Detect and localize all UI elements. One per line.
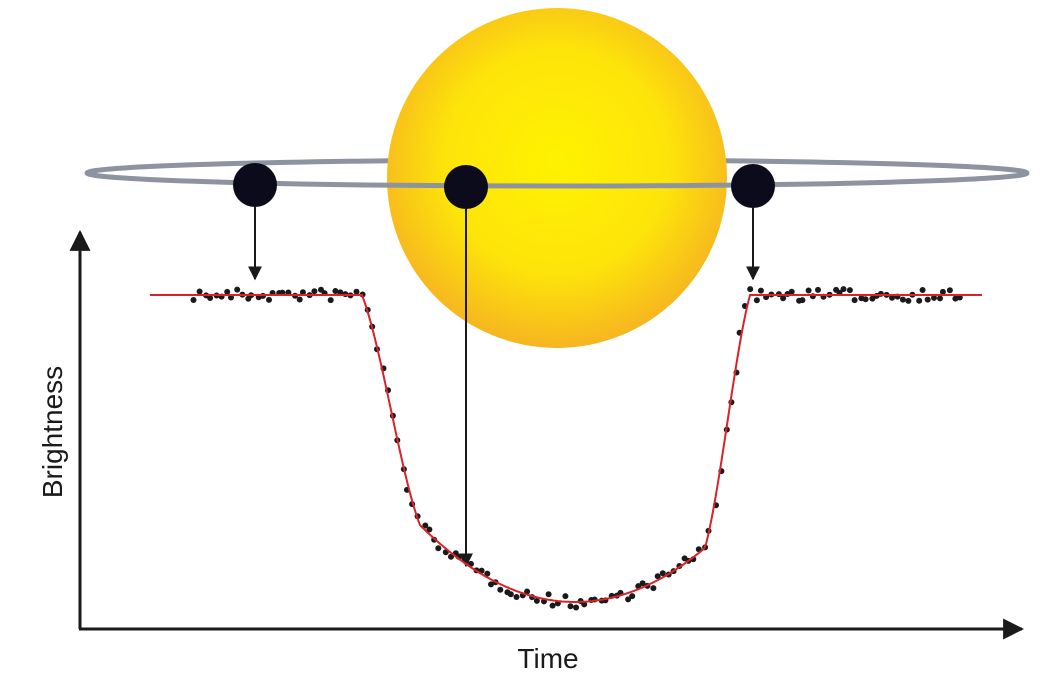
orbit-front	[84, 171, 1030, 189]
measurement-dot	[939, 288, 946, 295]
measurement-dot	[422, 522, 429, 529]
measurement-dot	[337, 289, 344, 296]
measurement-dot	[190, 297, 197, 303]
planet	[731, 164, 775, 208]
measurement-dot	[869, 295, 876, 302]
measurement-dot	[507, 591, 514, 598]
measurement-dot	[353, 288, 360, 295]
star	[387, 8, 727, 348]
measurement-dot	[659, 570, 666, 577]
measurement-dot	[846, 287, 853, 294]
measurement-dot	[488, 581, 494, 588]
measurement-dot	[937, 295, 943, 302]
measurement-dot	[224, 288, 231, 295]
measurement-dot	[757, 287, 764, 294]
measurement-dot	[899, 296, 906, 303]
measurement-dot	[524, 588, 531, 595]
measurement-dot	[234, 286, 241, 293]
measurement-dot	[513, 594, 520, 600]
measurement-dot	[815, 286, 821, 293]
measurement-dot	[196, 288, 203, 295]
measurement-dot	[549, 602, 556, 609]
measurement-dot	[435, 545, 442, 552]
light-curve	[150, 286, 982, 611]
measurement-dot	[805, 287, 812, 294]
measurement-dot	[296, 296, 303, 303]
measurement-dot	[654, 573, 661, 580]
measurement-dot	[788, 288, 795, 295]
measurement-dot	[311, 288, 318, 295]
measurement-dot	[639, 580, 646, 587]
measurement-dot	[327, 297, 334, 304]
measurement-dot	[889, 294, 895, 301]
measurement-dot	[905, 297, 912, 304]
measurement-dot	[916, 297, 923, 304]
measurement-dot	[266, 296, 272, 303]
measurement-dot	[461, 554, 468, 561]
measurement-dot	[484, 570, 491, 577]
measurement-dot	[573, 604, 580, 611]
measurement-dot	[780, 295, 787, 302]
planet	[444, 165, 488, 209]
measurement-dot	[924, 296, 931, 303]
measurement-dot	[207, 295, 214, 301]
x-axis-label: Time	[517, 643, 578, 674]
measurement-dot	[799, 297, 806, 304]
y-axis-label: Brightness	[37, 366, 68, 498]
measurement-dot	[840, 286, 847, 293]
measurement-dot	[567, 603, 574, 610]
measurement-dot	[650, 585, 657, 592]
measurement-dot	[931, 294, 937, 301]
measurement-dot	[562, 593, 569, 600]
measurement-dot	[862, 296, 869, 303]
measurement-dot	[851, 297, 858, 304]
measurement-dot	[747, 286, 754, 293]
measurement-dot	[625, 596, 632, 603]
measurement-dot	[533, 597, 540, 604]
measurement-dot	[946, 287, 953, 294]
measurement-dot	[753, 297, 760, 304]
measurement-dot	[299, 289, 306, 296]
model-curve	[150, 294, 982, 603]
planet	[233, 163, 277, 207]
measurement-dot	[629, 593, 636, 600]
measurement-dot	[332, 288, 339, 294]
measurement-dot	[919, 287, 926, 293]
measurement-dot	[581, 601, 588, 608]
measurement-dot	[497, 586, 504, 593]
measurement-dot	[426, 526, 433, 533]
measurement-dot	[545, 591, 552, 598]
